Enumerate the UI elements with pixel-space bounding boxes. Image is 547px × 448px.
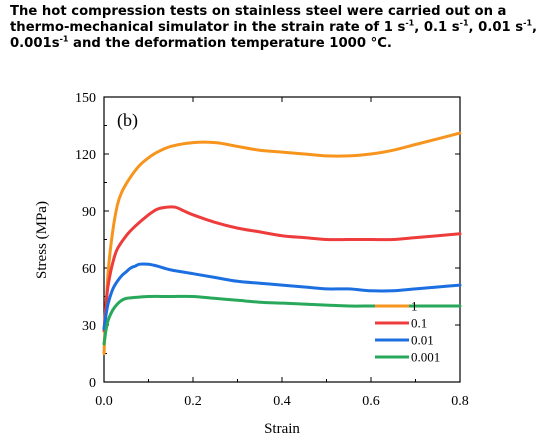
series-line-1 [102,131,462,355]
legend-label: 0.001 [411,350,440,365]
question-text: The hot compression tests on stainless s… [10,4,540,52]
x-axis-title: Strain [264,421,300,437]
axes-layer: 0.0 0.2 0.4 0.6 0.8 0 30 60 90 120 150 [75,91,469,409]
question-part2: , 0.1 s [414,20,460,35]
question-part3: , 0.01 s [468,20,524,35]
series-line-0.1 [102,205,462,333]
legend: 1 0.1 0.01 0.001 [375,299,440,365]
question-part1: The hot compression tests on stainless s… [10,4,507,35]
y-tick-label: 0 [89,376,96,391]
superscript: -1 [405,18,415,28]
series-layer [102,131,462,355]
x-tick-label: 0.6 [362,394,380,409]
y-tick-label: 60 [82,262,96,277]
panel-label: (b) [117,110,138,131]
superscript: -1 [523,18,533,28]
y-tick-label: 150 [75,91,96,106]
superscript: -1 [59,34,69,44]
legend-label: 1 [411,299,418,314]
series-line-0.01 [102,262,462,331]
question-part5: and the deformation temperature 1000 °C. [68,36,392,51]
x-tick-label: 0.8 [451,394,469,409]
y-tick-label: 30 [82,319,96,334]
legend-label: 0.01 [411,333,434,348]
x-tick-label: 0.2 [184,394,202,409]
y-axis-title: Stress (MPa) [34,201,50,279]
y-tick-label: 120 [75,148,96,163]
x-tick-label: 0.4 [273,394,291,409]
y-tick-label: 90 [82,205,96,220]
x-tick-label: 0.0 [95,394,113,409]
superscript: -1 [459,18,469,28]
legend-label: 0.1 [411,316,427,331]
series-line-0.001 [102,294,462,346]
question-part4: , 0.001s [10,20,538,51]
